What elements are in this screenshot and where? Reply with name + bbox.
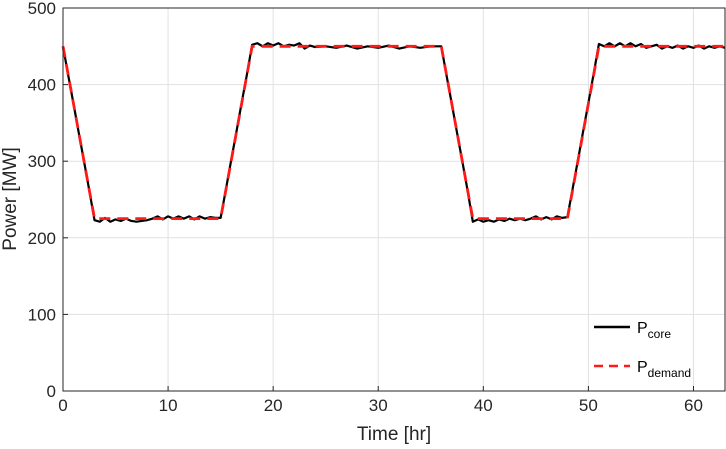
grid-lines — [63, 8, 725, 391]
x-tick-label: 60 — [684, 396, 703, 415]
x-tick-label: 50 — [579, 396, 598, 415]
series-layer — [61, 42, 726, 223]
legend-label-core: Pcore — [637, 320, 671, 341]
series-line-demand — [61, 44, 725, 221]
y-tick-label: 200 — [28, 229, 56, 248]
legend-label-demand: Pdemand — [637, 359, 691, 380]
legend: Pcore Pdemand — [594, 320, 691, 380]
axis-ticks: 0 10 20 30 40 50 60 0 100 200 300 400 500 — [28, 0, 703, 415]
x-axis-title: Time [hr] — [357, 424, 431, 445]
y-tick-label: 0 — [47, 382, 56, 401]
y-tick-label: 300 — [28, 152, 56, 171]
x-tick-label: 40 — [474, 396, 493, 415]
x-tick-label: 30 — [369, 396, 388, 415]
y-tick-label: 500 — [28, 0, 56, 18]
y-tick-label: 400 — [28, 76, 56, 95]
plot-area — [63, 8, 725, 391]
y-axis-title: Power [MW] — [0, 147, 21, 250]
x-tick-label: 20 — [264, 396, 283, 415]
plot-border — [62, 7, 726, 392]
x-tick-label: 0 — [58, 396, 67, 415]
x-tick-label: 10 — [159, 396, 178, 415]
y-tick-label: 100 — [28, 305, 56, 324]
